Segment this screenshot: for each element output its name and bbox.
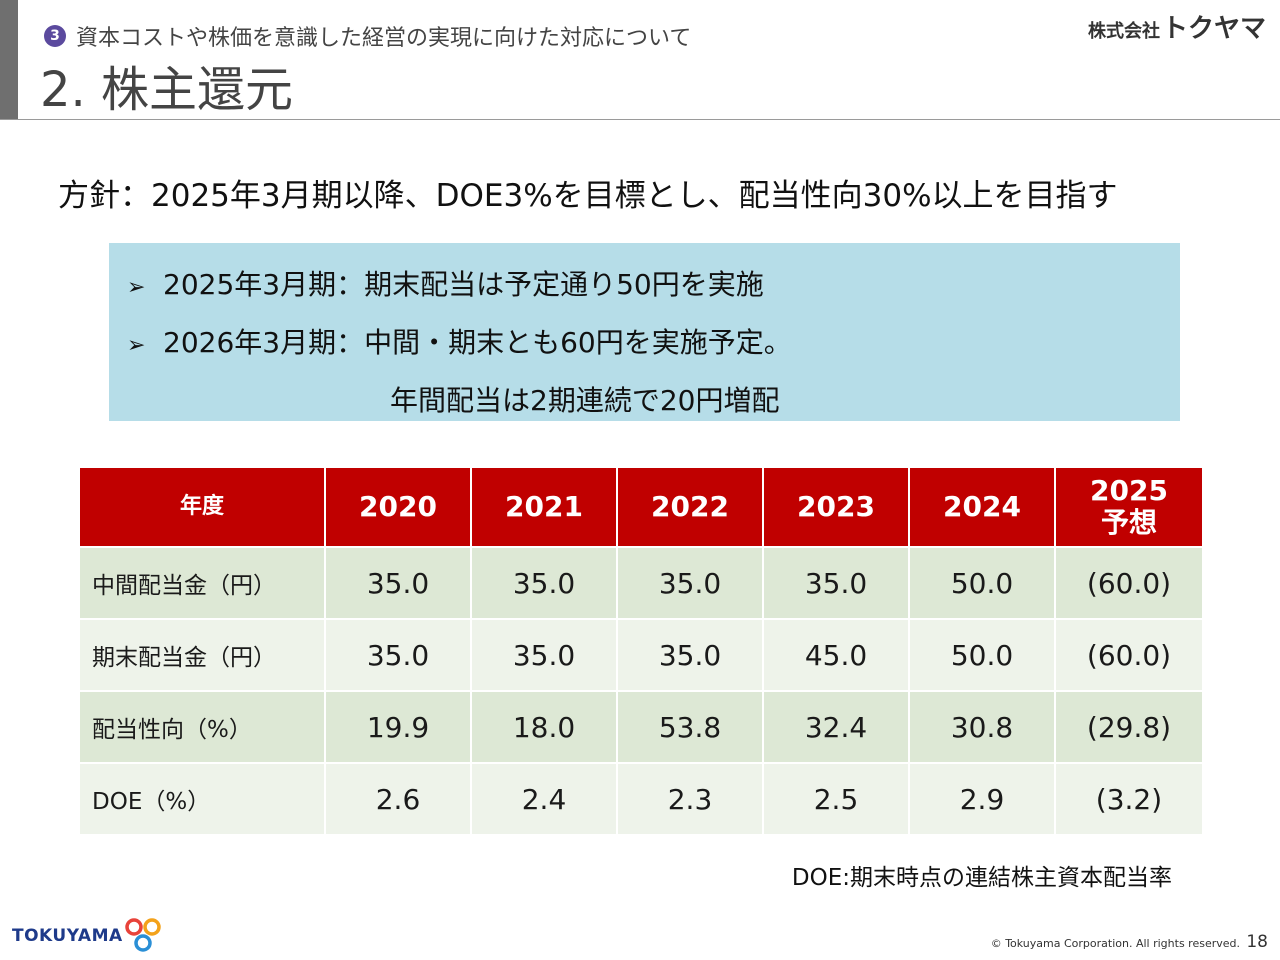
company-logo: 株式会社 トクヤマ <box>1088 8 1266 45</box>
page-title: 2. 株主還元 <box>40 62 294 118</box>
forecast-year: 2025 <box>1090 474 1168 507</box>
table-row: 配当性向（%） 19.9 18.0 53.8 32.4 30.8 (29.8) <box>78 690 1204 764</box>
header-year-label: 年度 <box>78 466 326 548</box>
callout-item-2026-continued: 年間配当は2期連続で20円増配 <box>390 384 780 417</box>
table-cell: (29.8) <box>1054 690 1204 764</box>
header-year-2021: 2021 <box>470 466 618 548</box>
dividend-callout-box: ➢ 2025年3月期：期末配当は予定通り50円を実施 ➢ 2026年3月期：中間・期… <box>109 243 1180 421</box>
arrow-bullet-icon: ➢ <box>127 275 146 300</box>
table-cell: 18.0 <box>470 690 618 764</box>
section-heading: 3 資本コストや株価を意識した経営の実現に向けた対応について <box>44 22 692 51</box>
table-cell: (60.0) <box>1054 546 1204 620</box>
table-cell: 35.0 <box>324 618 472 692</box>
table-cell: 35.0 <box>470 546 618 620</box>
header-year-2023: 2023 <box>762 466 910 548</box>
dividend-table: 年度 2020 2021 2022 2023 2024 2025 予想 中間配当… <box>78 466 1204 836</box>
table-cell: 35.0 <box>616 546 764 620</box>
footer-logo-text: TOKUYAMA <box>12 926 123 946</box>
company-name: トクヤマ <box>1161 14 1266 44</box>
table-row: DOE（%） 2.6 2.4 2.3 2.5 2.9 (3.2) <box>78 762 1204 836</box>
table-cell: (3.2) <box>1054 762 1204 836</box>
table-cell: 30.8 <box>908 690 1056 764</box>
table-cell: 19.9 <box>324 690 472 764</box>
row-label: 期末配当金（円） <box>78 618 326 692</box>
table-cell: 45.0 <box>762 618 910 692</box>
arrow-bullet-icon: ➢ <box>127 333 146 358</box>
table-cell: 53.8 <box>616 690 764 764</box>
row-label: 中間配当金（円） <box>78 546 326 620</box>
company-prefix: 株式会社 <box>1087 21 1160 42</box>
row-label: 配当性向（%） <box>78 690 326 764</box>
header-year-2024: 2024 <box>908 466 1056 548</box>
page-number: 18 <box>1246 932 1268 952</box>
callout-item-2026: ➢ 2026年3月期：中間・期末とも60円を実施予定。 <box>127 326 792 359</box>
table-cell: 2.3 <box>616 762 764 836</box>
section-title: 資本コストや株価を意識した経営の実現に向けた対応について <box>76 26 692 51</box>
table-cell: 2.5 <box>762 762 910 836</box>
table-cell: 2.6 <box>324 762 472 836</box>
header-divider <box>0 119 1280 120</box>
table-row: 中間配当金（円） 35.0 35.0 35.0 35.0 50.0 (60.0) <box>78 546 1204 620</box>
tokuyama-mark-icon <box>124 918 161 952</box>
footer-logo: TOKUYAMA <box>12 916 163 956</box>
table-cell: 50.0 <box>908 546 1056 620</box>
copyright-text: © Tokuyama Corporation. All rights reser… <box>990 937 1240 950</box>
header-year-2020: 2020 <box>324 466 472 548</box>
header-year-2025-forecast: 2025 予想 <box>1054 466 1204 548</box>
header-year-2022: 2022 <box>616 466 764 548</box>
table-header-row: 年度 2020 2021 2022 2023 2024 2025 予想 <box>78 466 1204 548</box>
policy-statement: 方針：2025年3月期以降、DOE3%を目標とし、配当性向30%以上を目指す <box>58 178 1118 214</box>
table-cell: 2.9 <box>908 762 1056 836</box>
row-label: DOE（%） <box>78 762 326 836</box>
table-row: 期末配当金（円） 35.0 35.0 35.0 45.0 50.0 (60.0) <box>78 618 1204 692</box>
section-number-badge: 3 <box>44 25 66 47</box>
table-cell: 32.4 <box>762 690 910 764</box>
table-cell: 35.0 <box>616 618 764 692</box>
table-cell: 50.0 <box>908 618 1056 692</box>
forecast-label: 予想 <box>1100 506 1157 539</box>
table-cell: 2.4 <box>470 762 618 836</box>
doe-footnote: DOE:期末時点の連結株主資本配当率 <box>791 865 1172 891</box>
table-cell: (60.0) <box>1054 618 1204 692</box>
table-cell: 35.0 <box>762 546 910 620</box>
left-accent-bar <box>0 0 18 119</box>
callout-item-2025: ➢ 2025年3月期：期末配当は予定通り50円を実施 <box>127 268 764 301</box>
table-cell: 35.0 <box>470 618 618 692</box>
table-cell: 35.0 <box>324 546 472 620</box>
